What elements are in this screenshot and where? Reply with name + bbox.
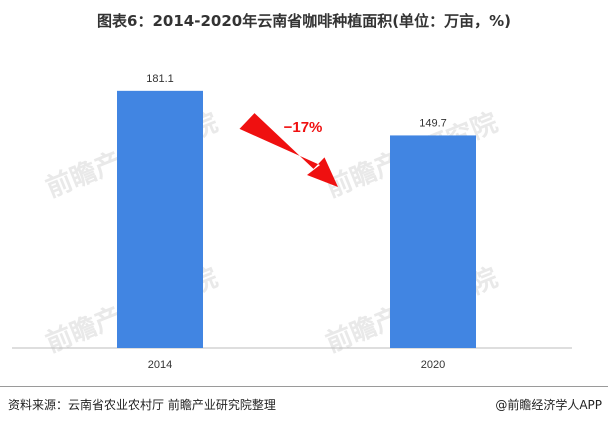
- chart-title: 图表6：2014-2020年云南省咖啡种植面积(单位：万亩，%): [97, 12, 511, 30]
- change-arrow: −17%: [239, 113, 338, 187]
- x-tick-label-2014: 2014: [148, 359, 172, 371]
- bar-chart: 181.1 2014 149.7 2020 −17%: [12, 73, 572, 371]
- bar-2014: [117, 90, 203, 348]
- footer: 资料来源：云南省农业农村厅 前瞻产业研究院整理 @前瞻经济学人APP: [0, 386, 608, 422]
- data-label-2014: 181.1: [146, 73, 174, 85]
- source-note: 资料来源：云南省农业农村厅 前瞻产业研究院整理: [8, 398, 276, 412]
- x-tick-label-2020: 2020: [421, 359, 445, 371]
- bar-2020: [390, 135, 476, 348]
- arrow-icon: [239, 113, 338, 187]
- change-label: −17%: [284, 119, 323, 136]
- credit: @前瞻经济学人APP: [495, 398, 602, 412]
- data-label-2020: 149.7: [419, 117, 447, 129]
